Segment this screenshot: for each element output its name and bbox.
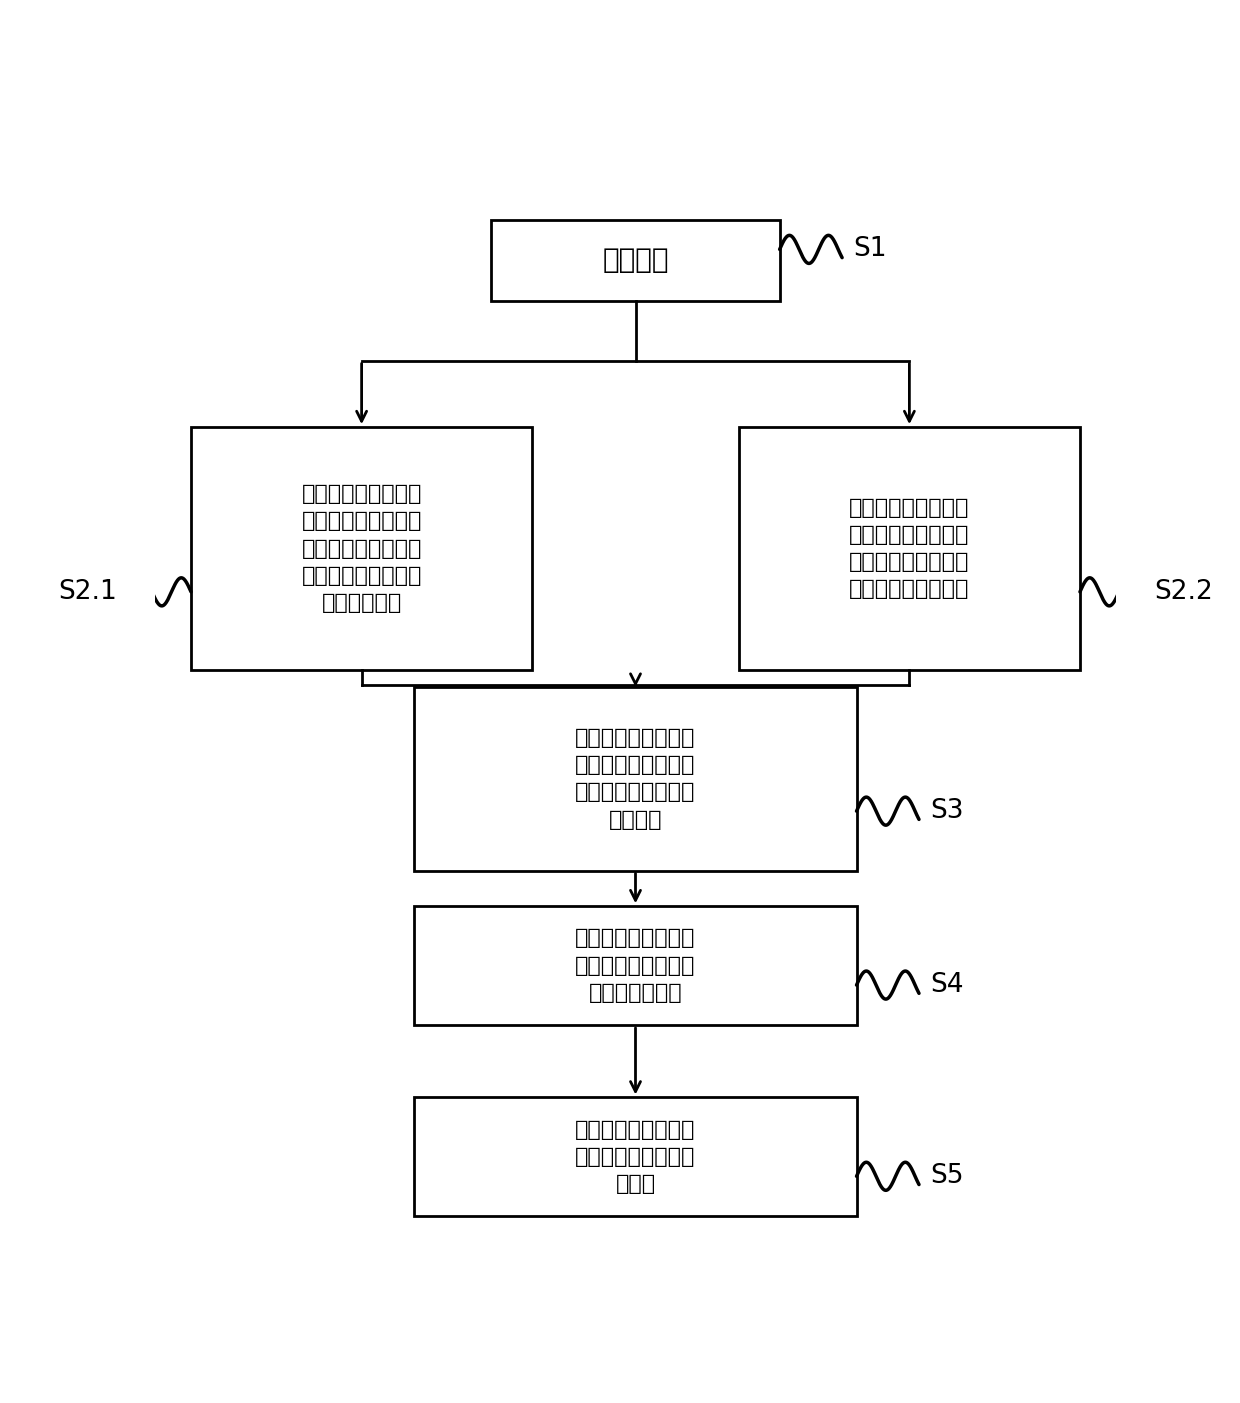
Text: 人工本地操作所述本
地数据终端，或者预
先设置定时的喷灌作
业计划并存储到所述
本地数据终端: 人工本地操作所述本 地数据终端，或者预 先设置定时的喷灌作 业计划并存储到所述 … <box>301 484 422 613</box>
Text: 所述本地数据终端生
成喷灌策略并发送给
所述喷灌控制器: 所述本地数据终端生 成喷灌策略并发送给 所述喷灌控制器 <box>575 929 696 1003</box>
Text: S4: S4 <box>930 972 963 998</box>
FancyBboxPatch shape <box>739 427 1080 671</box>
Text: S2.2: S2.2 <box>1154 579 1213 605</box>
FancyBboxPatch shape <box>414 687 857 870</box>
Text: S3: S3 <box>930 798 963 824</box>
Text: 通过上级控制终端向
所述本地数据终端发
送操作指令或者线上
生成的喷灌作业计划: 通过上级控制终端向 所述本地数据终端发 送操作指令或者线上 生成的喷灌作业计划 <box>849 498 970 599</box>
Text: S2.1: S2.1 <box>58 579 117 605</box>
Text: S1: S1 <box>853 236 887 262</box>
FancyBboxPatch shape <box>414 906 857 1026</box>
Text: 所述喷灌控制器驱动
所述伺服喷灌水枪进
行喷灌: 所述喷灌控制器驱动 所述伺服喷灌水枪进 行喷灌 <box>575 1120 696 1194</box>
FancyBboxPatch shape <box>191 427 532 671</box>
Text: S5: S5 <box>930 1163 963 1190</box>
Text: 所述本地数据终端分
析所示现场气象站以
及所述土壤监测仪的
检测数据: 所述本地数据终端分 析所示现场气象站以 及所述土壤监测仪的 检测数据 <box>575 728 696 829</box>
Text: 作业开始: 作业开始 <box>603 246 668 274</box>
FancyBboxPatch shape <box>414 1097 857 1216</box>
FancyBboxPatch shape <box>491 220 780 300</box>
